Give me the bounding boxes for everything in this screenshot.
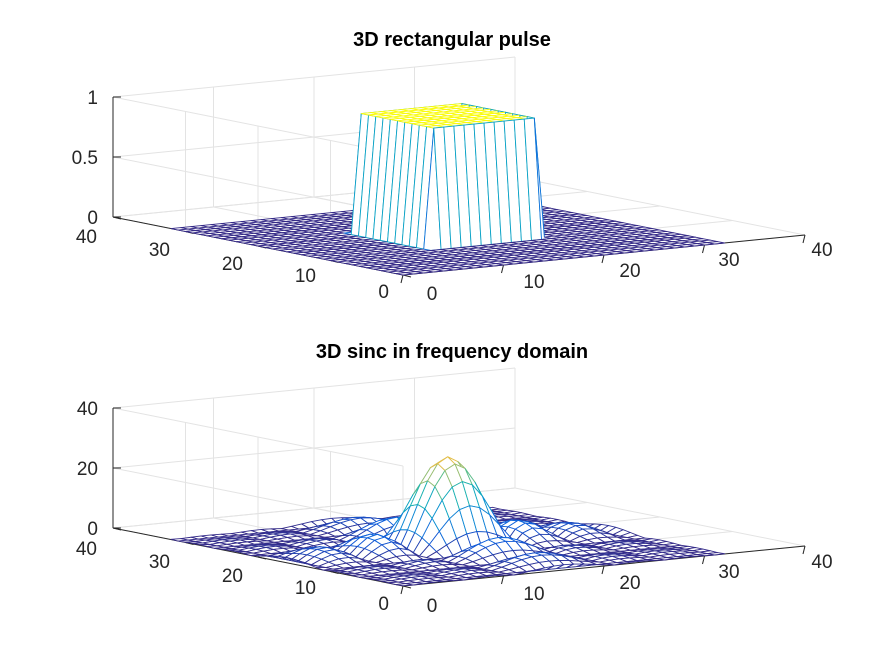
x-tick bbox=[702, 244, 705, 254]
x-tick bbox=[601, 565, 605, 575]
x-tick bbox=[400, 585, 404, 595]
y-tick-label: 40 bbox=[76, 539, 97, 560]
z-tick-label: 20 bbox=[77, 459, 98, 480]
chart-title-bottom: 3D sinc in frequency domain bbox=[316, 341, 588, 363]
grid-line bbox=[514, 176, 806, 236]
x-tick-label: 20 bbox=[619, 573, 640, 594]
x-tick-label: 40 bbox=[811, 552, 832, 573]
x-tick-label: 10 bbox=[523, 272, 544, 293]
z-tick-label: 0 bbox=[87, 519, 98, 540]
x-tick-label: 30 bbox=[718, 562, 739, 583]
x-tick bbox=[400, 274, 404, 284]
x-tick bbox=[702, 555, 705, 565]
x-tick-label: 20 bbox=[619, 261, 640, 282]
y-tick bbox=[402, 274, 412, 278]
y-tick-label: 0 bbox=[378, 282, 389, 303]
z-tick-label: 0.5 bbox=[72, 148, 98, 169]
y-tick bbox=[330, 571, 339, 574]
y-tick bbox=[402, 585, 412, 589]
grid-line bbox=[514, 487, 806, 547]
chart-title-top: 3D rectangular pulse bbox=[353, 29, 551, 51]
y-tick bbox=[185, 542, 194, 545]
z-tick-label: 1 bbox=[87, 88, 98, 109]
y-tick-label: 40 bbox=[76, 227, 97, 248]
y-tick bbox=[257, 556, 267, 560]
axes-top: 3D rectangular pulse 1 0.5 0 0 10 20 30 … bbox=[72, 29, 833, 305]
x-tick bbox=[802, 545, 806, 555]
x-tick bbox=[601, 254, 605, 264]
surface-sinc bbox=[170, 456, 726, 587]
x-tick-label: 0 bbox=[427, 284, 438, 305]
y-tick-label: 20 bbox=[222, 566, 243, 587]
surface-pulse bbox=[170, 103, 726, 276]
x-tick-label: 30 bbox=[718, 250, 739, 271]
y-tick-label: 0 bbox=[378, 594, 389, 615]
x-tick bbox=[802, 234, 806, 244]
axes-bottom: 3D sinc in frequency domain 40 20 0 0 10… bbox=[76, 341, 833, 617]
x-tick-label: 40 bbox=[811, 240, 832, 261]
y-tick-label: 20 bbox=[222, 254, 243, 275]
x-tick bbox=[501, 575, 504, 585]
y-tick-label: 30 bbox=[149, 552, 170, 573]
z-tick-label: 0 bbox=[87, 208, 98, 229]
y-tick-label: 30 bbox=[149, 240, 170, 261]
x-tick bbox=[501, 264, 504, 274]
x-tick-label: 10 bbox=[523, 584, 544, 605]
surface-patch bbox=[706, 552, 726, 556]
z-tick-label: 40 bbox=[77, 399, 98, 420]
surface-patch bbox=[706, 241, 726, 245]
y-tick-label: 10 bbox=[295, 266, 316, 287]
y-tick-label: 10 bbox=[295, 578, 316, 599]
x-tick-label: 0 bbox=[427, 596, 438, 617]
